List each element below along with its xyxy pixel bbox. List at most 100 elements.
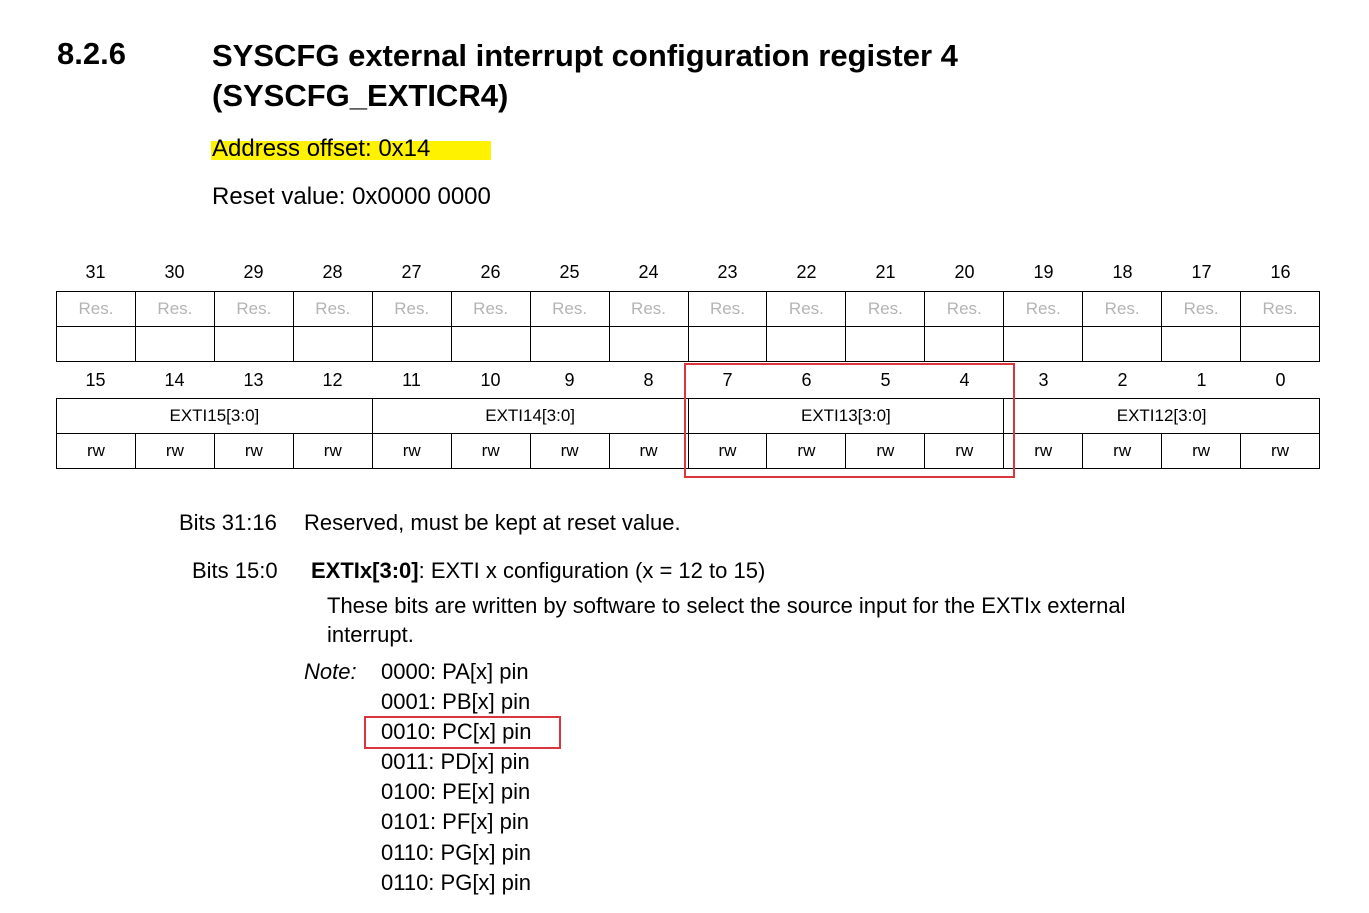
reserved-cell: Res. [213,291,294,327]
section-title-line2: (SYSCFG_EXTICR4) [212,78,509,113]
access-cell: rw [608,433,689,469]
bit-number: 1 [1196,370,1207,390]
section-number: 8.2.6 [57,36,126,71]
body-line2: interrupt. [327,622,414,647]
access-cell: rw [371,433,452,469]
bit-number: 27 [401,262,422,282]
empty-access-cell [529,326,610,362]
section-title: SYSCFG external interrupt configuration … [212,36,958,116]
access-cell: rw [56,433,136,469]
section-title-line1: SYSCFG external interrupt configuration … [212,38,958,73]
option-item: 0010: PC[x] pin [381,719,532,744]
access-cell: rw [1161,433,1242,469]
access-cell: rw [687,433,768,469]
bit-number: 0 [1275,370,1286,390]
empty-access-cell [292,326,373,362]
access-cell: rw [1082,433,1163,469]
access-cell: rw [134,433,215,469]
bits-31-16-text: Reserved, must be kept at reset value. [304,510,681,535]
option-item: 0000: PA[x] pin [381,659,529,684]
bit-number: 10 [480,370,501,390]
reserved-cell: Res. [687,291,768,327]
bit-number: 31 [85,262,106,282]
reserved-cell: Res. [766,291,847,327]
access-cell: rw [213,433,294,469]
bit-number: 8 [643,370,654,390]
bit-number: 11 [402,370,421,390]
bit-number: 30 [164,262,185,282]
access-cell: rw [845,433,926,469]
bit-number: 24 [638,262,659,282]
reserved-cell: Res. [292,291,373,327]
bit-number: 23 [717,262,738,282]
field-exti12: EXTI12[3:0] [1003,398,1320,434]
empty-access-cell [924,326,1005,362]
bit-number: 22 [796,262,817,282]
bit-number: 19 [1033,262,1054,282]
field-exti13: EXTI13[3:0] [687,398,1005,434]
address-offset: Address offset: 0x14 [212,135,431,162]
lower-register-table: EXTI15[3:0] EXTI14[3:0] EXTI13[3:0] EXTI… [56,398,1320,469]
access-cell: rw [1003,433,1084,469]
note-label: Note: [304,659,357,684]
empty-access-cell [1082,326,1163,362]
exti13-highlight-box [684,363,1015,478]
reserved-cell: Res. [608,291,689,327]
field-exti15: EXTI15[3:0] [56,398,373,434]
bit-number: 3 [1038,370,1049,390]
bit-number: 16 [1270,262,1291,282]
access-cell: rw [450,433,531,469]
access-cell: rw [1240,433,1320,469]
access-cell: rw [529,433,610,469]
option-item: 0011: PD[x] pin [381,749,530,774]
option-item: 0110: PG[x] pin [381,840,532,865]
access-cell: rw [924,433,1005,469]
empty-access-cell [766,326,847,362]
bit-number: 12 [322,370,343,390]
reserved-cell: Res. [1161,291,1242,327]
bit-number: 17 [1191,262,1212,282]
empty-access-cell [371,326,452,362]
bit-number: 14 [164,370,185,390]
reserved-cell: Res. [1082,291,1163,327]
upper-bit-numbers: 31 30 29 28 27 26 25 24 23 22 21 20 19 1… [56,262,1320,283]
bits-15-0-label: Bits 15:0 [192,558,278,583]
pc-option-highlight-box [364,716,561,749]
reserved-cell: Res. [924,291,1005,327]
bit-number: 13 [243,370,264,390]
bit-number: 18 [1112,262,1133,282]
reserved-cell: Res. [1003,291,1084,327]
bit-number: 21 [875,262,896,282]
option-item: 0001: PB[x] pin [381,689,531,714]
empty-access-cell [56,326,136,362]
reset-value: Reset value: 0x0000 0000 [212,183,491,210]
reserved-cell: Res. [371,291,452,327]
bit-number: 9 [564,370,575,390]
upper-register-table: Res. Res. Res. Res. Res. Res. Res. Res. … [56,291,1320,362]
empty-access-cell [213,326,294,362]
field-exti14: EXTI14[3:0] [371,398,689,434]
option-item: 0110: PG[x] pin [381,870,532,895]
body-line1: These bits are written by software to se… [327,593,1126,618]
bits-15-0-heading: EXTIx[3:0]: EXTI x configuration (x = 12… [311,556,765,586]
empty-access-cell [845,326,926,362]
empty-access-cell [450,326,531,362]
bit-number: 29 [243,262,264,282]
bit-number: 28 [322,262,343,282]
empty-access-cell [1240,326,1320,362]
empty-access-cell [134,326,215,362]
bit-number: 2 [1117,370,1128,390]
reserved-cell: Res. [529,291,610,327]
bit-number: 20 [954,262,975,282]
empty-access-cell [608,326,689,362]
reserved-cell: Res. [134,291,215,327]
reserved-cell: Res. [1240,291,1320,327]
lower-bit-numbers: 15 14 13 12 11 10 9 8 7 6 5 4 3 2 1 0 [56,370,1320,391]
access-cell: rw [766,433,847,469]
address-highlight [211,141,491,160]
bit-number: 25 [559,262,580,282]
reserved-cell: Res. [56,291,136,327]
empty-access-cell [1161,326,1242,362]
bit-number: 4 [959,370,970,390]
bit-number: 7 [722,370,733,390]
